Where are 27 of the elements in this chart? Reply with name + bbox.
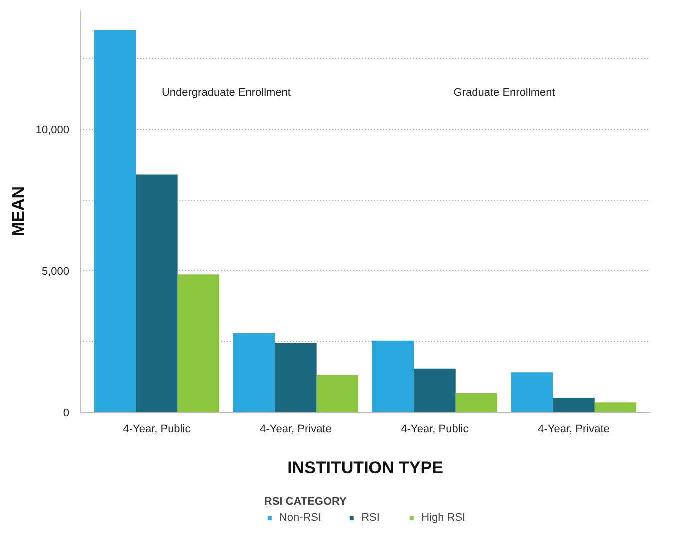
x-tick-label: 4-Year, Private — [260, 424, 332, 436]
bar — [178, 274, 220, 412]
bar — [456, 394, 498, 412]
legend-label: High RSI — [422, 512, 466, 524]
bar — [316, 375, 359, 412]
bar — [372, 340, 414, 412]
y-axis-title: MEAN — [8, 186, 28, 237]
bar — [233, 334, 276, 412]
bar — [275, 343, 317, 412]
legend-title: RSI CATEGORY — [264, 496, 348, 508]
legend-label: RSI — [362, 512, 381, 524]
annotation: Graduate Enrollment — [454, 86, 556, 99]
y-tick-label: 5,000 — [42, 266, 70, 278]
x-tick-label: 4-Year, Public — [123, 424, 192, 436]
y-tick-label: 0 — [63, 408, 70, 420]
bar — [594, 402, 637, 412]
annotation: Undergraduate Enrollment — [162, 86, 291, 99]
bar — [136, 174, 178, 412]
x-tick-label: 4-Year, Public — [401, 424, 470, 436]
x-tick-label: 4-Year, Private — [538, 424, 610, 436]
x-axis-title: INSTITUTION TYPE — [288, 458, 444, 478]
bar — [553, 398, 595, 412]
bar — [511, 372, 554, 412]
bar — [414, 368, 456, 412]
bar — [94, 30, 136, 412]
legend-label: Non-RSI — [279, 512, 322, 524]
y-tick-label: 10,000 — [36, 124, 70, 136]
